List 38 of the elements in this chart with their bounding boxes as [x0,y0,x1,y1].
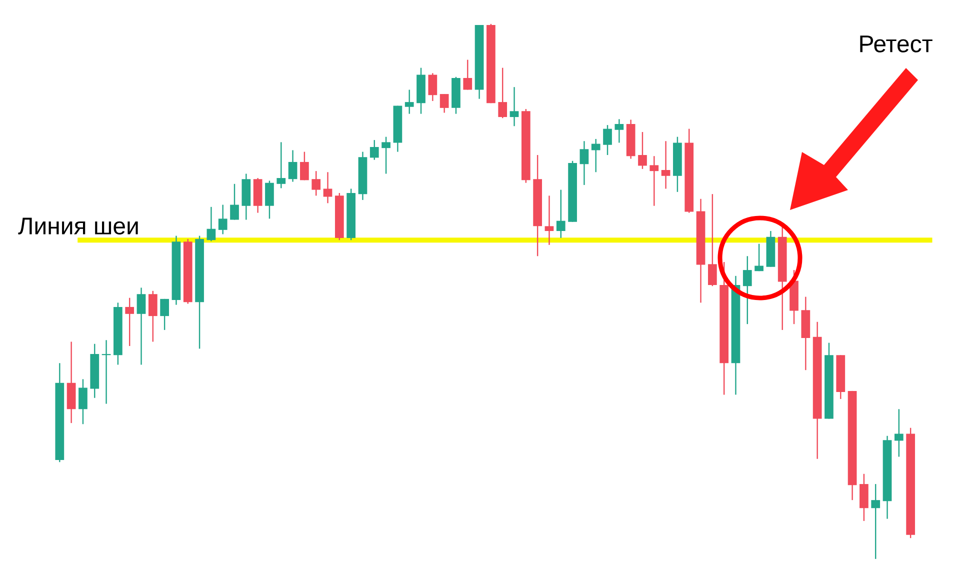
candlestick [136,287,146,366]
candlestick [463,59,472,90]
candlestick [428,72,438,102]
candlestick [580,140,589,186]
candlestick [708,193,717,287]
candlestick [614,118,624,144]
candlestick [370,139,379,160]
candlestick [78,378,88,425]
candlestick [218,204,228,235]
ref-line-label: Линия шеи [18,218,138,234]
candlestick [230,183,239,220]
candlestick [404,89,414,114]
candlestick [638,131,647,170]
candlestick [323,172,332,204]
candlestick [276,142,286,189]
annotation: Ретест [860,36,932,52]
candlestick [603,124,612,156]
candlestick [382,136,390,174]
candlestick [160,298,169,331]
candlestick [742,256,752,325]
candlestick [661,140,670,190]
candlestick [300,151,309,181]
candlestick [206,206,216,242]
candlestick [312,170,321,196]
candlestick [871,483,880,560]
candlestick [650,155,659,206]
candlestick [440,93,449,114]
candlestick [544,195,554,246]
candlestick [265,180,274,220]
candlestick [556,189,566,239]
candlestick [754,243,764,272]
candlestick [498,67,508,119]
candlestick [894,408,904,458]
candlestick [148,290,158,342]
candlestick [125,297,134,347]
candlestick [510,86,519,127]
candlestick [591,138,600,173]
candlestick [288,150,298,182]
